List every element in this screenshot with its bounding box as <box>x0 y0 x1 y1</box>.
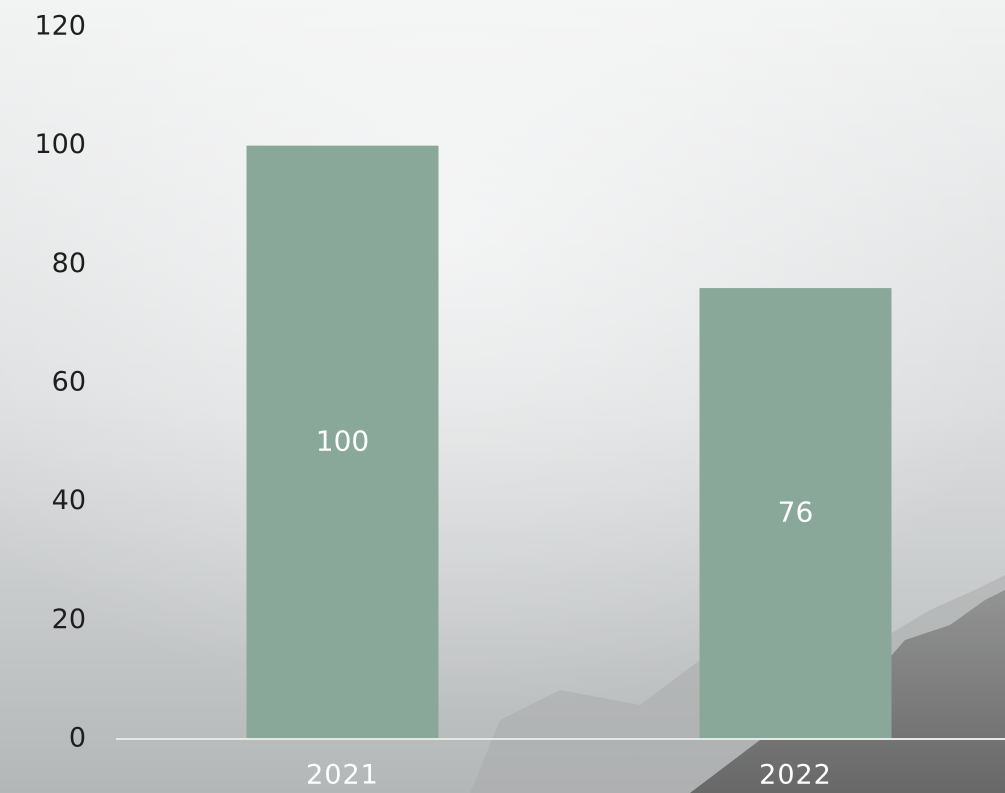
bar <box>699 288 892 739</box>
y-tick-label: 0 <box>69 723 86 754</box>
bar <box>246 145 439 739</box>
y-tick-label: 60 <box>52 367 86 398</box>
data-label: 100 <box>316 424 369 457</box>
x-tick-label: 2021 <box>306 760 379 791</box>
y-tick-label: 80 <box>52 248 86 279</box>
y-tick-label: 40 <box>52 485 86 516</box>
plot-area: 0 20 40 60 80 100 120 100 2021 76 2022 <box>34 11 1005 791</box>
y-tick-label: 120 <box>34 11 86 42</box>
data-label: 76 <box>778 496 814 529</box>
y-tick-label: 100 <box>34 129 86 160</box>
x-tick-label: 2022 <box>759 760 832 791</box>
y-tick-label: 20 <box>52 604 86 635</box>
